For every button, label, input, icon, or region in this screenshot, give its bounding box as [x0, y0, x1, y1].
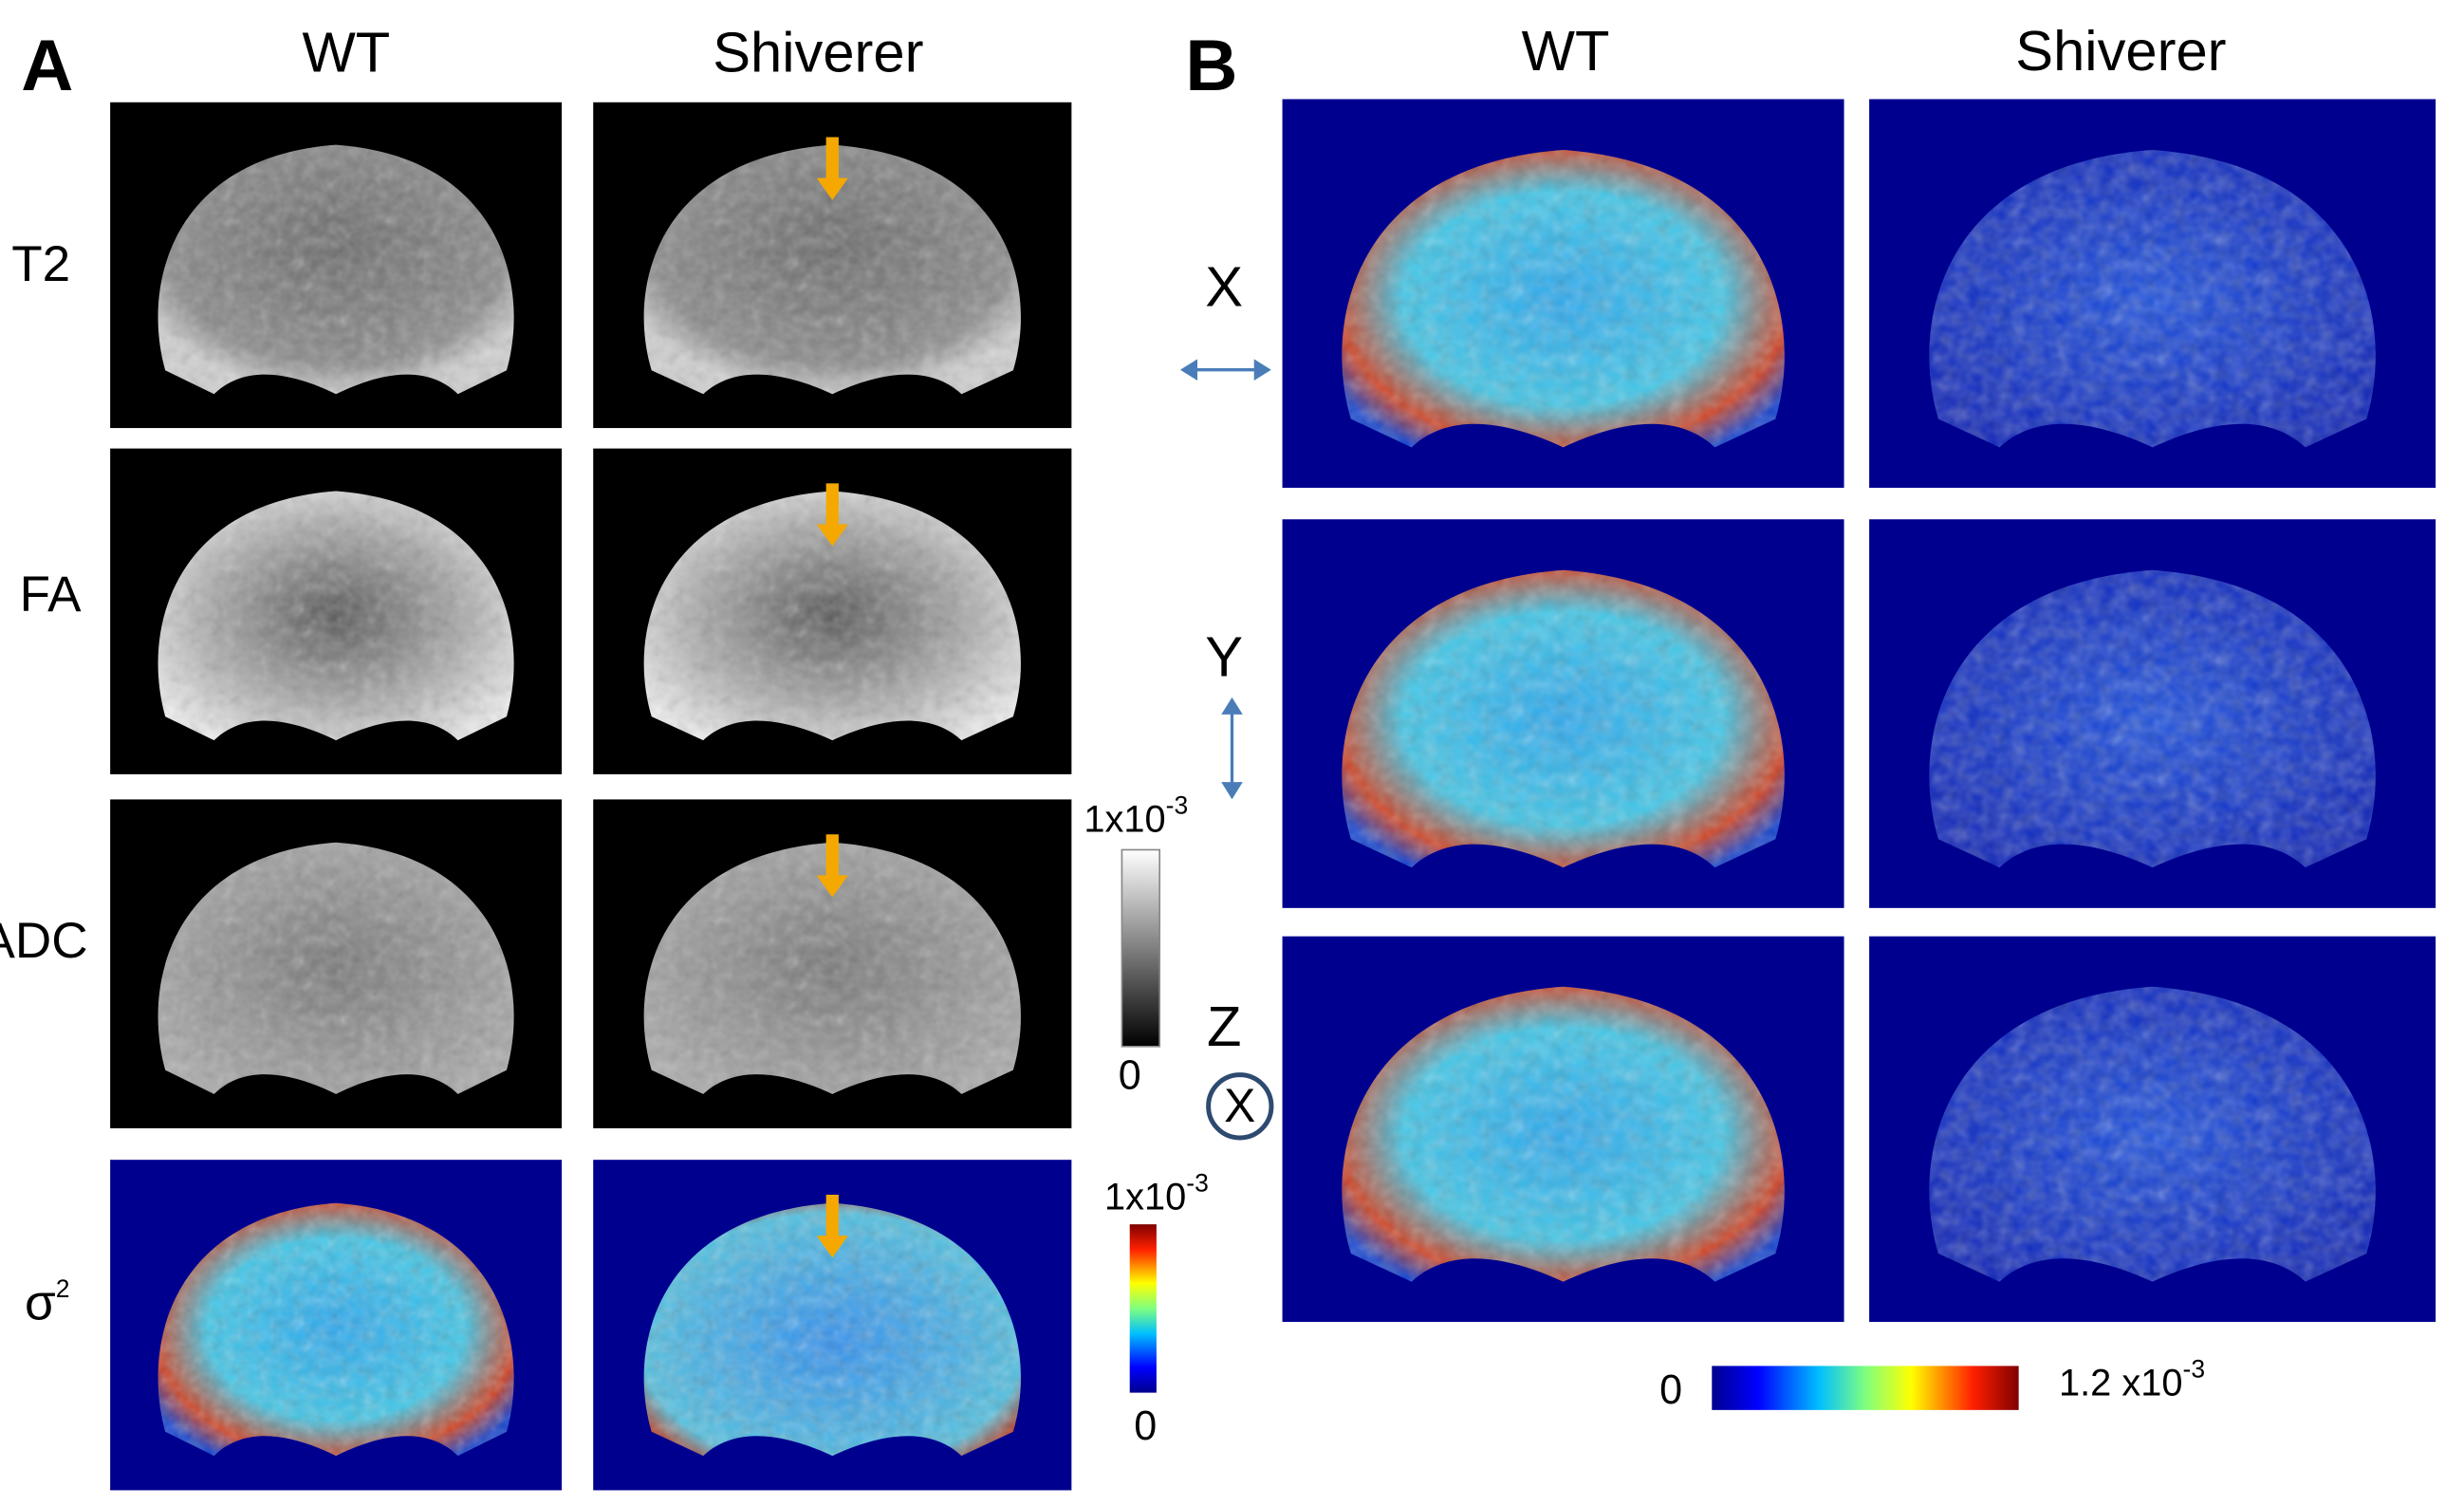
panel-label: A [21, 26, 73, 106]
arrow-heads [1179, 359, 1271, 381]
circle-symbol: X [1224, 1079, 1255, 1132]
image-panel [593, 1160, 1072, 1491]
superscript: -3 [1166, 791, 1189, 820]
image-panel [593, 102, 1072, 429]
panel-label: B [1185, 26, 1237, 106]
gray-colorbar [1121, 848, 1161, 1048]
layout [110, 99, 2436, 1491]
image-panel [110, 102, 563, 429]
sigma: σ [25, 1274, 56, 1330]
image-panel [593, 799, 1072, 1129]
scale-max: 1.2 x10-3 [2059, 1354, 2205, 1403]
image-panel [110, 799, 563, 1129]
image-panel [1282, 519, 1844, 908]
scale-base: 1.2 x10 [2059, 1362, 2183, 1404]
superscript: -3 [1186, 1169, 1209, 1198]
arrow-heads [1221, 697, 1243, 800]
image-panel [1282, 936, 1844, 1322]
jet-colorbar [1712, 1366, 2019, 1410]
scale-min: 0 [1659, 1367, 1682, 1413]
row-label: FA [20, 567, 82, 623]
direction-arrows [1179, 359, 1271, 800]
row-label: X [1205, 255, 1243, 319]
row-label: Y [1205, 624, 1243, 688]
row-label: Z [1207, 995, 1241, 1058]
superscript: 2 [56, 1274, 70, 1303]
jet-colorbar [1129, 1224, 1157, 1393]
image-panel [1869, 936, 2436, 1322]
orange-arrow [816, 1194, 848, 1258]
row-label: ADC [0, 913, 88, 969]
scale-base: 1x10 [1104, 1176, 1186, 1218]
image-panel [110, 448, 563, 774]
scale-max: 1x10-3 [1084, 791, 1188, 840]
superscript: -3 [2183, 1354, 2206, 1383]
column-header: Shiverer [2015, 19, 2226, 83]
image-panel [1282, 99, 1844, 489]
row-label: T2 [11, 236, 70, 292]
out-of-plane-circle [1206, 1072, 1274, 1141]
scale-base: 1x10 [1084, 798, 1165, 840]
image-panel [1869, 519, 2436, 908]
scale-max: 1x10-3 [1104, 1169, 1209, 1218]
orange-arrow [816, 137, 848, 200]
row-label: σ2 [25, 1274, 70, 1331]
orange-arrow [816, 834, 848, 898]
image-panel [593, 448, 1072, 774]
scale-min: 0 [1119, 1052, 1141, 1098]
column-header: WT [1522, 19, 1610, 83]
column-header: Shiverer [713, 20, 923, 84]
column-header: WT [302, 20, 390, 84]
image-panel [1869, 99, 2436, 489]
scale-min: 0 [1134, 1404, 1157, 1449]
image-panel [110, 1160, 563, 1491]
orange-arrow [816, 483, 848, 547]
